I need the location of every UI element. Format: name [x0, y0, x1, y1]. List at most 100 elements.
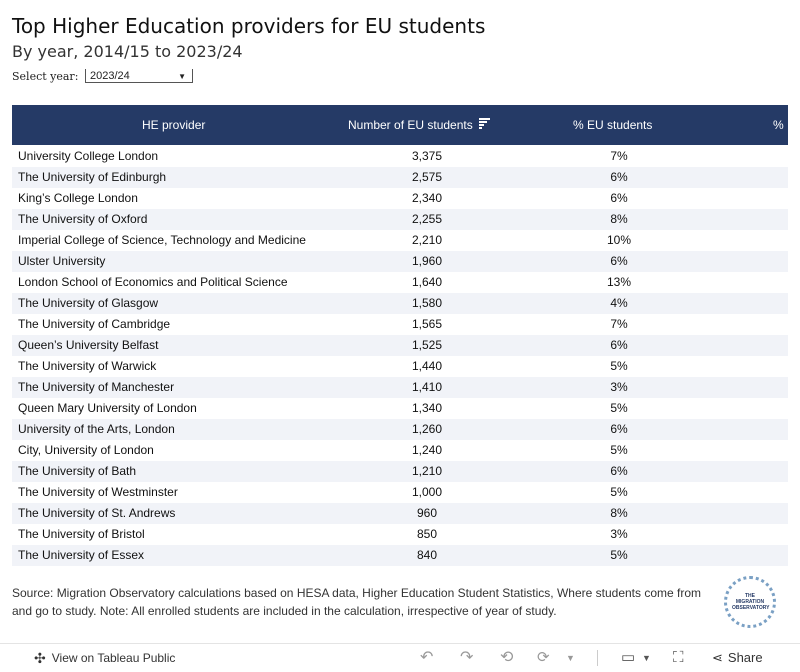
share-label: Share — [727, 650, 763, 665]
number-cell: 1,440 — [411, 359, 443, 373]
view-on-tableau-link[interactable]: ✣ View on Tableau Public — [34, 644, 175, 672]
table-row[interactable]: London School of Economics and Political… — [12, 272, 788, 293]
number-cell: 1,525 — [411, 338, 443, 352]
table-row[interactable]: King’s College London 2,340 6% — [12, 188, 788, 209]
number-cell: 1,410 — [411, 380, 443, 394]
provider-cell: Imperial College of Science, Technology … — [18, 233, 306, 247]
share-button[interactable]: ⋖ Share — [712, 644, 763, 672]
pct-cell: 5% — [610, 443, 628, 457]
pct-cell: 5% — [610, 359, 628, 373]
fullscreen-icon[interactable]: ⛶ — [673, 649, 684, 666]
number-cell: 2,255 — [411, 212, 443, 226]
pct-cell: 4% — [610, 296, 628, 310]
caret-down-icon: ▼ — [178, 72, 186, 81]
year-select[interactable]: 2023/24 ▼ — [85, 69, 193, 83]
pct-cell: 6% — [610, 191, 628, 205]
tableau-icon: ✣ — [34, 650, 46, 666]
table-row[interactable]: University of the Arts, London 1,260 6% — [12, 419, 788, 440]
pct-cell: 6% — [610, 464, 628, 478]
year-select-value: 2023/24 — [90, 70, 130, 82]
pct-cell: 5% — [610, 548, 628, 562]
number-cell: 1,640 — [411, 275, 443, 289]
number-cell: 1,000 — [411, 485, 443, 499]
pct-cell: 3% — [610, 380, 628, 394]
provider-cell: The University of Bristol — [18, 527, 145, 541]
number-cell: 1,565 — [411, 317, 443, 331]
column-header-provider[interactable]: HE provider — [142, 118, 206, 132]
view-on-tableau-label: View on Tableau Public — [51, 651, 176, 665]
revert-icon[interactable]: ⟲ — [500, 649, 514, 666]
pct-cell: 6% — [610, 338, 628, 352]
column-header-pct-truncated[interactable]: % — [773, 118, 784, 132]
table-body: University College London 3,375 7% The Univ… — [12, 146, 788, 566]
table-header: HE provider Number of EU students % EU s… — [12, 105, 788, 145]
pct-cell: 6% — [610, 254, 628, 268]
provider-cell: The University of Oxford — [18, 212, 148, 226]
year-filter-label: Select year: — [12, 69, 79, 83]
number-cell: 1,210 — [411, 464, 443, 478]
table-row[interactable]: Queen Mary University of London 1,340 5% — [12, 398, 788, 419]
provider-cell: The University of Manchester — [18, 380, 175, 394]
number-cell: 3,375 — [411, 149, 443, 163]
undo-icon[interactable]: ↶ — [420, 649, 434, 666]
provider-cell: Queen’s University Belfast — [18, 338, 159, 352]
table-row[interactable]: Ulster University 1,960 6% — [12, 251, 788, 272]
comment-caret-icon[interactable]: ▼ — [642, 653, 651, 663]
table-row[interactable]: The University of Essex 840 5% — [12, 545, 788, 566]
year-filter: Select year: 2023/24 ▼ — [12, 68, 193, 84]
number-cell: 1,260 — [411, 422, 443, 436]
number-cell: 960 — [416, 506, 438, 520]
table-row[interactable]: Imperial College of Science, Technology … — [12, 230, 788, 251]
share-icon: ⋖ — [712, 650, 723, 665]
column-header-number-label: Number of EU students — [348, 118, 473, 132]
table-row[interactable]: The University of Oxford 2,255 8% — [12, 209, 788, 230]
provider-cell: London School of Economics and Political… — [18, 275, 288, 289]
pct-cell: 13% — [606, 275, 632, 289]
pct-cell: 7% — [610, 149, 628, 163]
redo-icon[interactable]: ↷ — [460, 649, 474, 666]
provider-cell: The University of Cambridge — [18, 317, 171, 331]
provider-cell: The University of Essex — [18, 548, 145, 562]
chart-title: Top Higher Education providers for EU st… — [12, 14, 486, 38]
table-row[interactable]: The University of Westminster 1,000 5% — [12, 482, 788, 503]
number-cell: 2,340 — [411, 191, 443, 205]
comment-icon[interactable]: ▭ — [621, 649, 636, 666]
table-row[interactable]: The University of Glasgow 1,580 4% — [12, 293, 788, 314]
pct-cell: 8% — [610, 212, 628, 226]
table-row[interactable]: The University of St. Andrews 960 8% — [12, 503, 788, 524]
refresh-icon[interactable]: ⟳ — [537, 649, 550, 666]
tableau-toolbar: ✣ View on Tableau Public ↶ ↷ ⟲ ⟳ ▼ ▭ ▼ ⛶ … — [0, 643, 800, 672]
number-cell: 850 — [416, 527, 438, 541]
pct-cell: 5% — [610, 401, 628, 415]
table-row[interactable]: The University of Bath 1,210 6% — [12, 461, 788, 482]
column-header-pct[interactable]: % EU students — [573, 118, 653, 132]
source-note: Source: Migration Observatory calculatio… — [12, 586, 702, 618]
refresh-caret-icon[interactable]: ▼ — [566, 653, 575, 663]
provider-cell: The University of Edinburgh — [18, 170, 167, 184]
column-header-number[interactable]: Number of EU students — [348, 105, 490, 145]
number-cell: 2,575 — [411, 170, 443, 184]
sort-descending-icon[interactable] — [478, 117, 490, 130]
table-row[interactable]: University College London 3,375 7% — [12, 146, 788, 167]
table-row[interactable]: The University of Manchester 1,410 3% — [12, 377, 788, 398]
pct-cell: 3% — [610, 527, 628, 541]
number-cell: 1,240 — [411, 443, 443, 457]
table-row[interactable]: The University of Bristol 850 3% — [12, 524, 788, 545]
table-row[interactable]: The University of Warwick 1,440 5% — [12, 356, 788, 377]
provider-cell: The University of St. Andrews — [18, 506, 176, 520]
table-row[interactable]: The University of Cambridge 1,565 7% — [12, 314, 788, 335]
provider-cell: King’s College London — [18, 191, 138, 205]
table-row[interactable]: The University of Edinburgh 2,575 6% — [12, 167, 788, 188]
pct-cell: 8% — [610, 506, 628, 520]
pct-cell: 5% — [610, 485, 628, 499]
provider-cell: University of the Arts, London — [18, 422, 175, 436]
chart-subtitle: By year, 2014/15 to 2023/24 — [12, 42, 243, 61]
logo-text: THE MIGRATION OBSERVATORY — [732, 593, 770, 611]
provider-cell: The University of Bath — [18, 464, 137, 478]
providers-table: HE provider Number of EU students % EU s… — [12, 105, 788, 566]
number-cell: 1,340 — [411, 401, 443, 415]
table-row[interactable]: City, University of London 1,240 5% — [12, 440, 788, 461]
provider-cell: Ulster University — [18, 254, 106, 268]
table-row[interactable]: Queen’s University Belfast 1,525 6% — [12, 335, 788, 356]
migration-observatory-logo[interactable]: THE MIGRATION OBSERVATORY — [724, 576, 776, 628]
